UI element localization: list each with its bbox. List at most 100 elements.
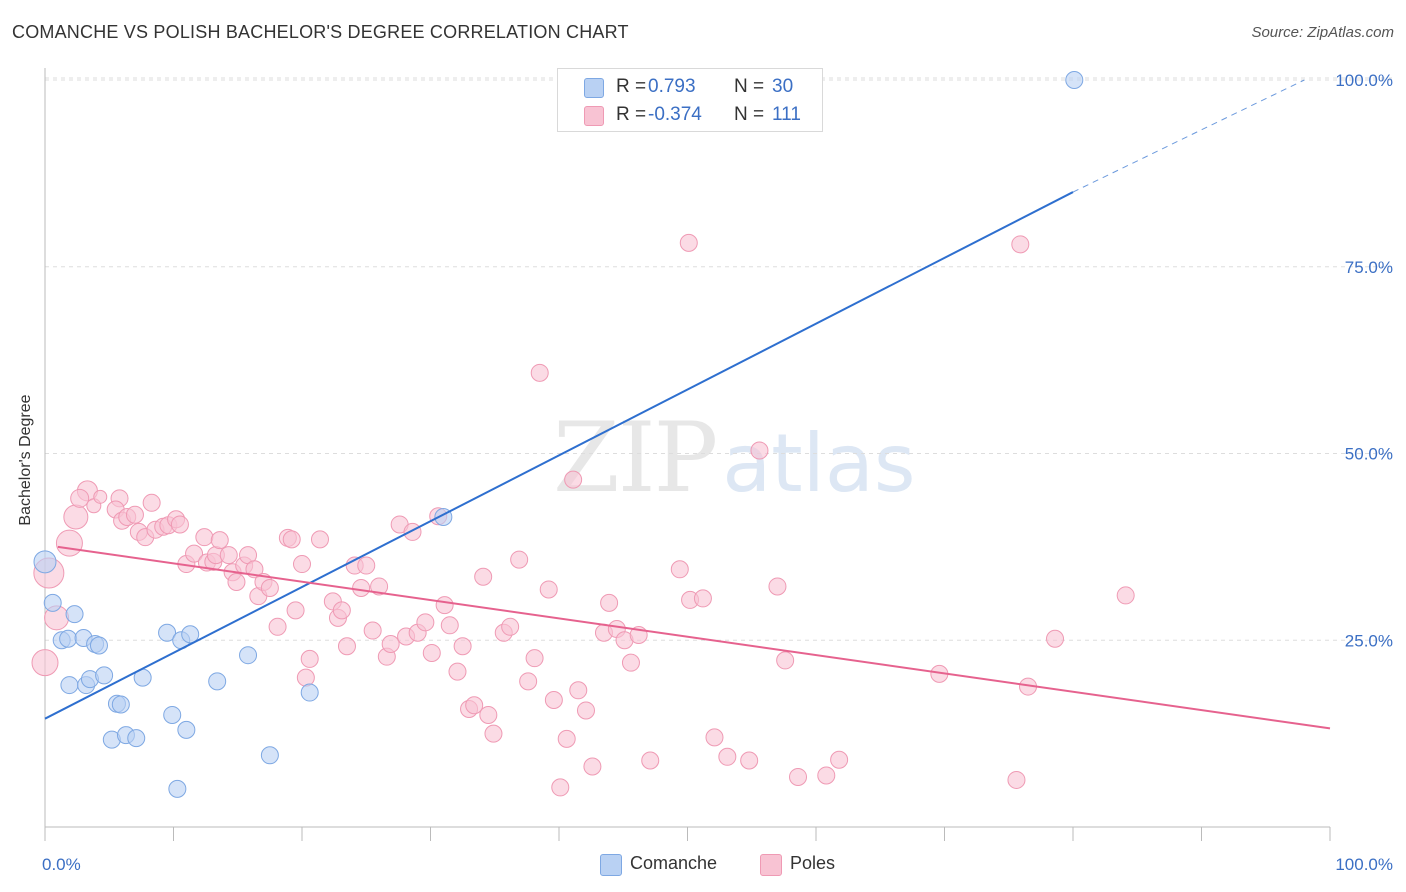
poles-point bbox=[352, 578, 371, 597]
tick-labels: 25.0% 50.0% 75.0% 100.0% 0.0% 100.0% bbox=[42, 71, 1393, 874]
poles-point bbox=[448, 662, 467, 681]
comanche-point bbox=[300, 683, 319, 702]
comanche-point bbox=[181, 625, 200, 644]
poles-point bbox=[227, 572, 246, 591]
legend-row-comanche: R = 0.793 N = 30 bbox=[558, 73, 822, 101]
comanche-trend-line bbox=[44, 191, 1074, 720]
poles-point bbox=[501, 617, 520, 636]
poles-point bbox=[286, 601, 305, 620]
poles-point bbox=[621, 653, 640, 672]
poles-point bbox=[268, 617, 287, 636]
poles-point bbox=[679, 233, 698, 252]
x-tick-label: 0.0% bbox=[42, 855, 81, 874]
y-tick-label: 50.0% bbox=[1345, 445, 1393, 464]
poles-point bbox=[583, 757, 602, 776]
comanche-point bbox=[1065, 71, 1084, 89]
poles-point bbox=[332, 601, 351, 620]
comanche-point bbox=[158, 623, 177, 642]
poles-point bbox=[551, 778, 570, 797]
comanche-point bbox=[43, 593, 62, 612]
poles-point bbox=[1116, 586, 1135, 605]
poles-point bbox=[484, 724, 503, 743]
poles-point bbox=[641, 751, 660, 770]
watermark-atlas: atlas bbox=[722, 417, 916, 510]
poles-point bbox=[363, 621, 382, 640]
y-tick-label: 25.0% bbox=[1345, 631, 1393, 650]
poles-point bbox=[125, 505, 144, 524]
poles-point bbox=[817, 766, 836, 785]
poles-point bbox=[600, 593, 619, 612]
comanche-point bbox=[127, 729, 146, 748]
poles-point bbox=[569, 681, 588, 700]
axes bbox=[44, 68, 1331, 841]
poles-point bbox=[440, 616, 459, 635]
poles-point bbox=[740, 751, 759, 770]
legend-row-poles: R = -0.374 N = 111 bbox=[558, 101, 822, 129]
x-tick-label: 100.0% bbox=[1335, 855, 1393, 874]
poles-point bbox=[310, 530, 329, 549]
comanche-point bbox=[60, 676, 79, 695]
poles-point bbox=[403, 522, 422, 541]
comanche-point bbox=[208, 672, 227, 691]
chart-title: COMANCHE VS POLISH BACHELOR'S DEGREE COR… bbox=[12, 22, 629, 42]
poles-point bbox=[557, 729, 576, 748]
comanche-point bbox=[111, 695, 130, 714]
poles-point bbox=[219, 546, 238, 565]
poles-point bbox=[55, 529, 83, 557]
poles-point bbox=[544, 691, 563, 710]
legend-swatch-comanche bbox=[584, 78, 604, 98]
poles-point bbox=[693, 589, 712, 608]
poles-point bbox=[564, 470, 583, 489]
poles-point bbox=[185, 544, 204, 563]
comanche-points bbox=[33, 71, 1084, 798]
poles-point bbox=[210, 531, 229, 550]
watermark: ZIPatlas bbox=[553, 402, 916, 514]
poles-point bbox=[370, 577, 389, 596]
legend-r-value-comanche: 0.793 bbox=[648, 76, 696, 97]
poles-point bbox=[31, 649, 59, 677]
poles-point bbox=[530, 363, 549, 382]
poles-point bbox=[1007, 770, 1026, 789]
poles-point bbox=[576, 701, 595, 720]
comanche-point bbox=[177, 720, 196, 739]
poles-point bbox=[435, 596, 454, 615]
comanche-point bbox=[95, 666, 114, 685]
poles-point bbox=[260, 578, 279, 597]
poles-point bbox=[296, 668, 315, 687]
poles-point bbox=[1046, 629, 1065, 648]
comanche-point bbox=[89, 636, 108, 655]
legend-r-label: R = bbox=[616, 104, 647, 125]
y-tick-label: 75.0% bbox=[1345, 258, 1393, 277]
bottom-legend-label-poles: Poles bbox=[790, 853, 836, 873]
comanche-trend-extension bbox=[1072, 79, 1305, 193]
poles-point bbox=[539, 580, 558, 599]
chart-source: Source: ZipAtlas.com bbox=[1251, 24, 1394, 41]
comanche-point bbox=[260, 746, 279, 765]
comanche-point bbox=[59, 629, 78, 648]
legend-n-value-comanche: 30 bbox=[772, 76, 794, 97]
correlation-legend: R = 0.793 N = 30 R = -0.374 N = 111 bbox=[557, 68, 823, 132]
poles-point bbox=[510, 550, 529, 569]
bottom-legend-label-comanche: Comanche bbox=[630, 853, 718, 873]
poles-point bbox=[170, 515, 189, 534]
poles-point bbox=[670, 560, 689, 579]
legend-n-label: N = bbox=[734, 104, 765, 125]
poles-points bbox=[31, 233, 1135, 797]
poles-point bbox=[282, 530, 301, 549]
poles-point bbox=[337, 637, 356, 656]
poles-point bbox=[142, 493, 161, 512]
poles-point bbox=[195, 528, 214, 547]
poles-point bbox=[381, 634, 400, 653]
poles-point bbox=[465, 696, 484, 715]
poles-point bbox=[1011, 235, 1030, 254]
poles-point bbox=[479, 705, 498, 724]
poles-point bbox=[63, 504, 89, 530]
poles-point bbox=[830, 750, 849, 769]
poles-point bbox=[357, 556, 376, 575]
bottom-legend-swatch-comanche bbox=[600, 854, 622, 876]
poles-point bbox=[474, 567, 493, 586]
bottom-legend-swatch-poles bbox=[760, 854, 782, 876]
poles-trend-line bbox=[57, 545, 1331, 730]
comanche-point bbox=[168, 779, 187, 798]
legend-r-value-poles: -0.374 bbox=[648, 104, 702, 125]
